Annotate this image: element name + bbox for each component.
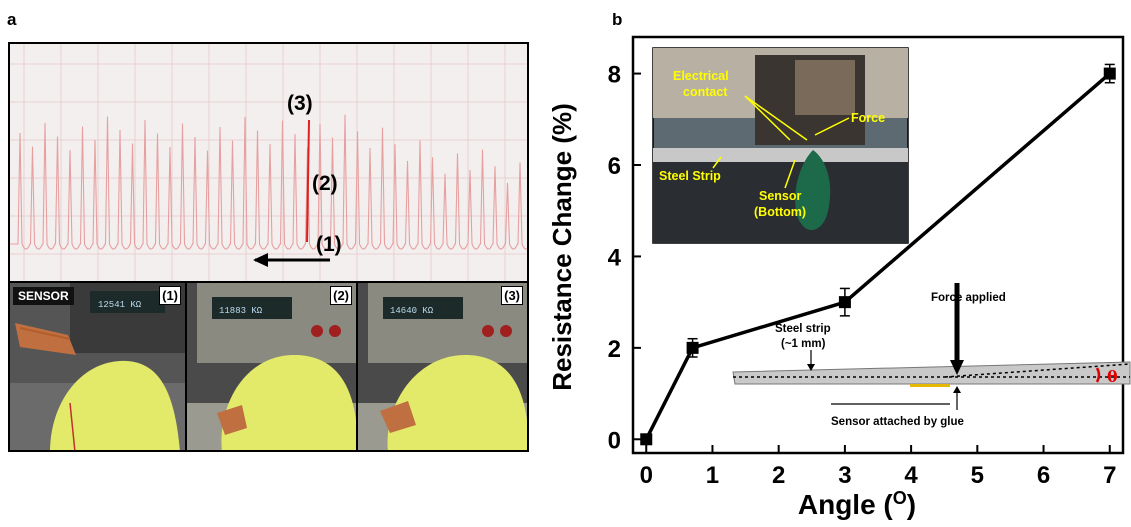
x-tick-label: 7 (1103, 462, 1116, 489)
photo-2-number: (2) (330, 286, 352, 305)
x-tick-label: 6 (1037, 462, 1050, 489)
x-tick-label: 4 (904, 462, 918, 489)
x-tick-label: 2 (772, 462, 785, 489)
photo-1-readout: 12541 KΩ (98, 300, 142, 310)
series-line (644, 72, 1111, 441)
x-tick-label: 5 (971, 462, 984, 489)
data-point (686, 341, 699, 354)
schematic-theta: θ (1107, 367, 1118, 386)
photo-1-number: (1) (159, 286, 181, 305)
trace-label-1: (1) (316, 233, 342, 256)
inset-photo: Electrical contact Force Steel Strip Sen… (652, 47, 909, 244)
schematic-thickness: (~1 mm) (781, 338, 826, 350)
trace-label-2: (2) (312, 172, 338, 195)
y-tick-label: 0 (608, 427, 621, 454)
inset-label-bottom: (Bottom) (754, 205, 806, 219)
trace-label-3: (3) (287, 92, 313, 115)
photo-3-readout: 14640 KΩ (390, 306, 434, 316)
photo-1: 12541 KΩ SENSOR (1) (10, 281, 185, 450)
sensor-tag: SENSOR (13, 287, 74, 305)
chart-recorder-trace: (3) (2) (1) (10, 44, 527, 281)
inset-label-force: Force (851, 111, 885, 125)
panel-a-figure: (3) (2) (1) 12541 KΩ SENSOR (1) 11883 KΩ (8, 42, 529, 452)
data-point (838, 296, 851, 309)
schematic-steel-strip: Steel strip (775, 323, 831, 335)
schematic-sensor-glue: Sensor attached by glue (831, 416, 964, 428)
inset-label-sensor: Sensor (759, 189, 802, 203)
x-axis-title: Angle (O) (798, 488, 916, 520)
highlighted-peak (306, 119, 310, 243)
y-tick-label: 6 (608, 153, 621, 180)
x-tick-label: 0 (640, 462, 653, 489)
panel-a-letter: a (7, 10, 17, 29)
y-axis-title: Resistance Change (%) (547, 103, 577, 391)
resistance-angle-chart: Electrical contact Force Steel Strip Sen… (547, 35, 1131, 520)
photo-3: 14640 KΩ (3) (356, 281, 527, 450)
inset-label-electrical: Electrical (673, 69, 729, 83)
x-tick-label: 1 (706, 462, 719, 489)
schematic-force-applied: Force applied (931, 292, 1006, 304)
y-tick-label: 8 (608, 62, 621, 89)
photo-3-number: (3) (501, 286, 523, 305)
y-tick-label: 2 (608, 336, 621, 363)
panel-b-letter: b (612, 10, 623, 29)
data-point (1103, 67, 1116, 80)
y-tick-label: 4 (608, 244, 622, 271)
inset-label-contact: contact (683, 85, 728, 99)
inset-label-steel-strip: Steel Strip (659, 169, 721, 183)
bending-schematic: Force applied Steel strip (~1 mm) Sensor… (732, 283, 1131, 428)
x-tick-label: 3 (838, 462, 851, 489)
photo-2-readout: 11883 KΩ (219, 306, 263, 316)
data-point (640, 433, 653, 446)
photo-2: 11883 KΩ (2) (185, 281, 356, 450)
